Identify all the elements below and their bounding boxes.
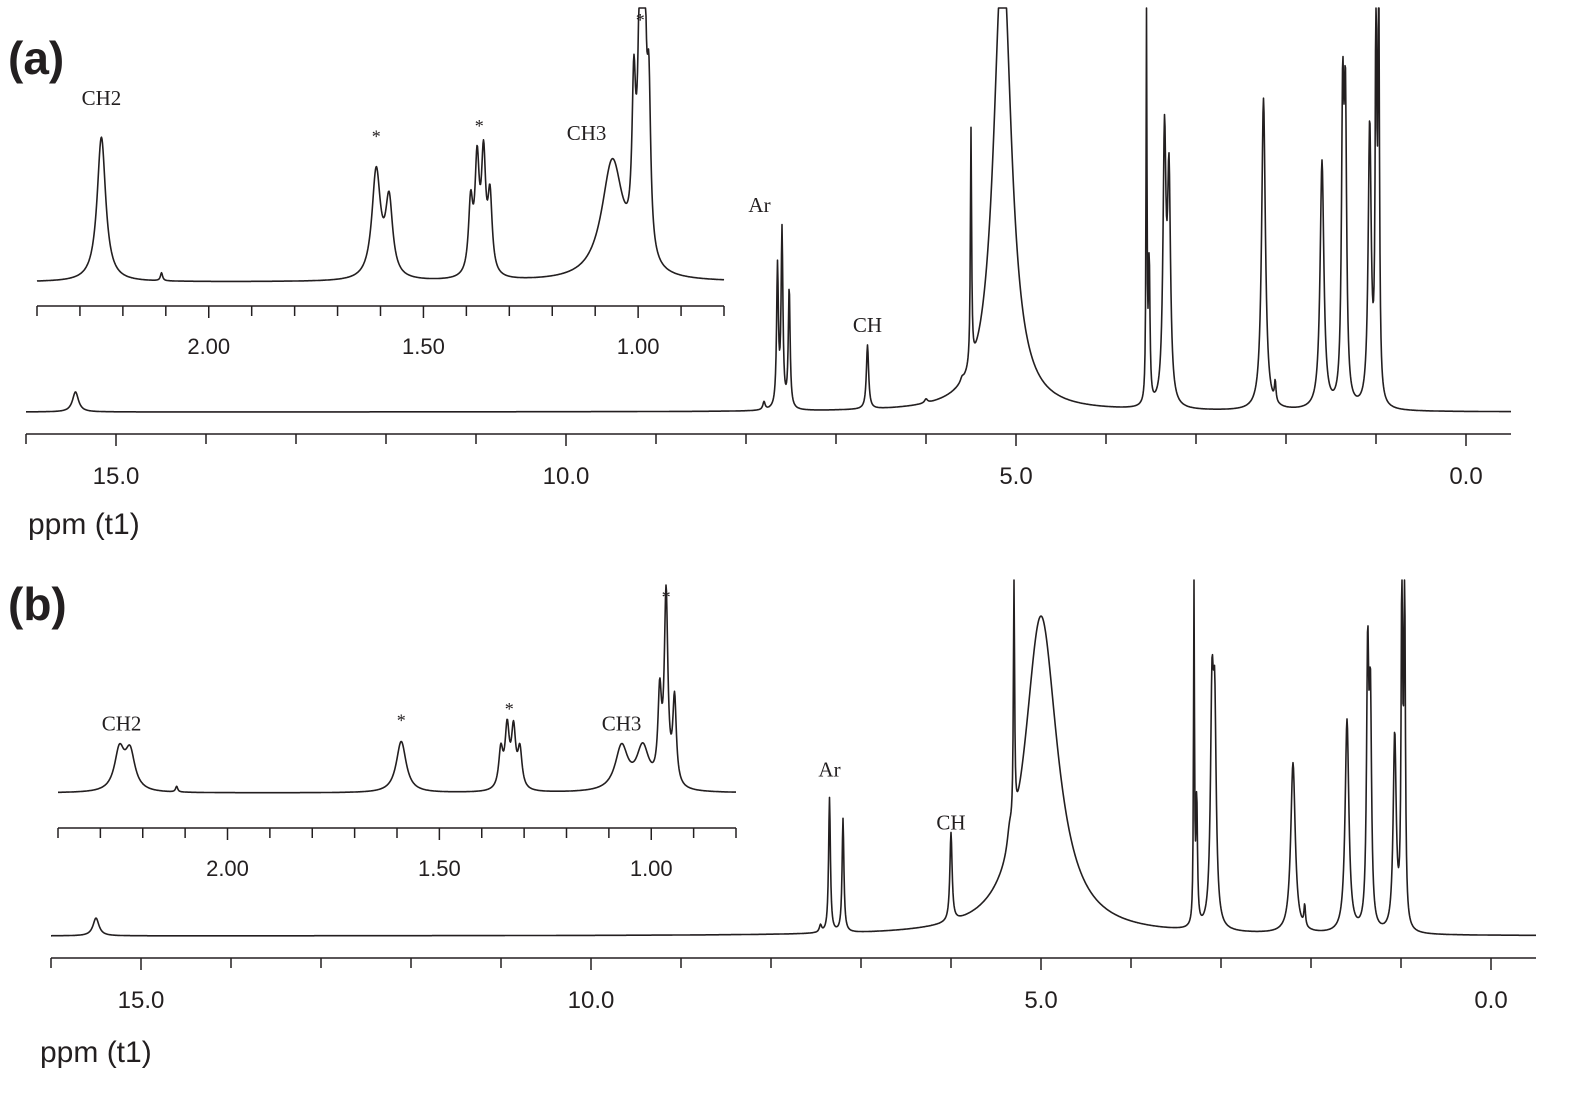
tick-label: 5.0 [1024,987,1057,1014]
tick-label: 15.0 [93,463,140,490]
peak-label: CH2 [102,711,142,735]
tick-label: 15.0 [118,987,165,1014]
x-axis-tick-labels: 15.0 10.0 5.0 0.0 [118,987,1508,1014]
inset-x-axis-tick-labels: 2.00 1.50 1.00 [187,334,659,359]
x-axis-tick-labels: 15.0 10.0 5.0 0.0 [93,463,1483,490]
impurity-marker: * [636,10,645,30]
tick-label: 1.00 [617,334,660,359]
tick-label: 10.0 [568,987,615,1014]
x-axis-ticks [25,434,1467,446]
peak-label: Ar [818,757,840,781]
panel-b: (b) 15.0 10.0 5.0 0.0 Ar CH ppm (t1) 2.00 1.5… [8,578,1537,1069]
tick-label: 2.00 [187,334,230,359]
inset-x-axis-ticks [36,306,725,318]
inset-x-axis-tick-labels: 2.00 1.50 1.00 [206,856,673,881]
inset-x-axis-ticks [57,828,737,840]
peak-label: CH2 [82,86,122,110]
peak-annotations: Ar CH [748,193,882,337]
inset-spectrum-plot: 2.00 1.50 1.00 CH2 * * CH3 * [57,584,737,881]
spectrum-line [25,7,1512,413]
panel-label: (a) [8,32,64,84]
peak-annotations: Ar CH [818,757,965,834]
peak-label: CH3 [602,711,642,735]
x-axis-label: ppm (t1) [28,508,140,541]
inset-spectrum-line [36,7,725,283]
tick-label: 0.0 [1449,463,1482,490]
tick-label: 5.0 [999,463,1032,490]
peak-label: CH3 [567,121,607,145]
peak-label: CH [936,811,965,835]
impurity-marker: * [372,127,381,147]
tick-label: 1.00 [630,856,673,881]
inset-peak-annotations: CH2 * * CH3 * [102,587,671,735]
impurity-marker: * [505,699,514,719]
impurity-marker: * [397,711,406,731]
spectrum-line [50,579,1537,937]
x-axis-label: ppm (t1) [40,1036,152,1069]
inset-spectrum-plot: 2.00 1.50 1.00 CH2 * * CH3 * [36,7,725,359]
inset-spectrum-line [57,584,737,794]
main-spectrum-plot: 15.0 10.0 5.0 0.0 Ar CH [25,7,1512,490]
tick-label: 10.0 [543,463,590,490]
tick-label: 1.50 [418,856,461,881]
impurity-marker: * [662,587,671,607]
x-axis-ticks [50,958,1492,970]
panel-a: (a) 15.0 10.0 5.0 0.0 Ar CH ppm (t1) 2.00 1.5… [8,7,1512,541]
peak-label: Ar [748,193,770,217]
inset-peak-annotations: CH2 * * CH3 * [82,10,645,147]
tick-label: 1.50 [402,334,445,359]
main-spectrum-plot: 15.0 10.0 5.0 0.0 Ar CH [50,579,1537,1014]
impurity-marker: * [475,116,484,136]
panel-label: (b) [8,578,67,630]
tick-label: 2.00 [206,856,249,881]
peak-label: CH [853,313,882,337]
tick-label: 0.0 [1474,987,1507,1014]
